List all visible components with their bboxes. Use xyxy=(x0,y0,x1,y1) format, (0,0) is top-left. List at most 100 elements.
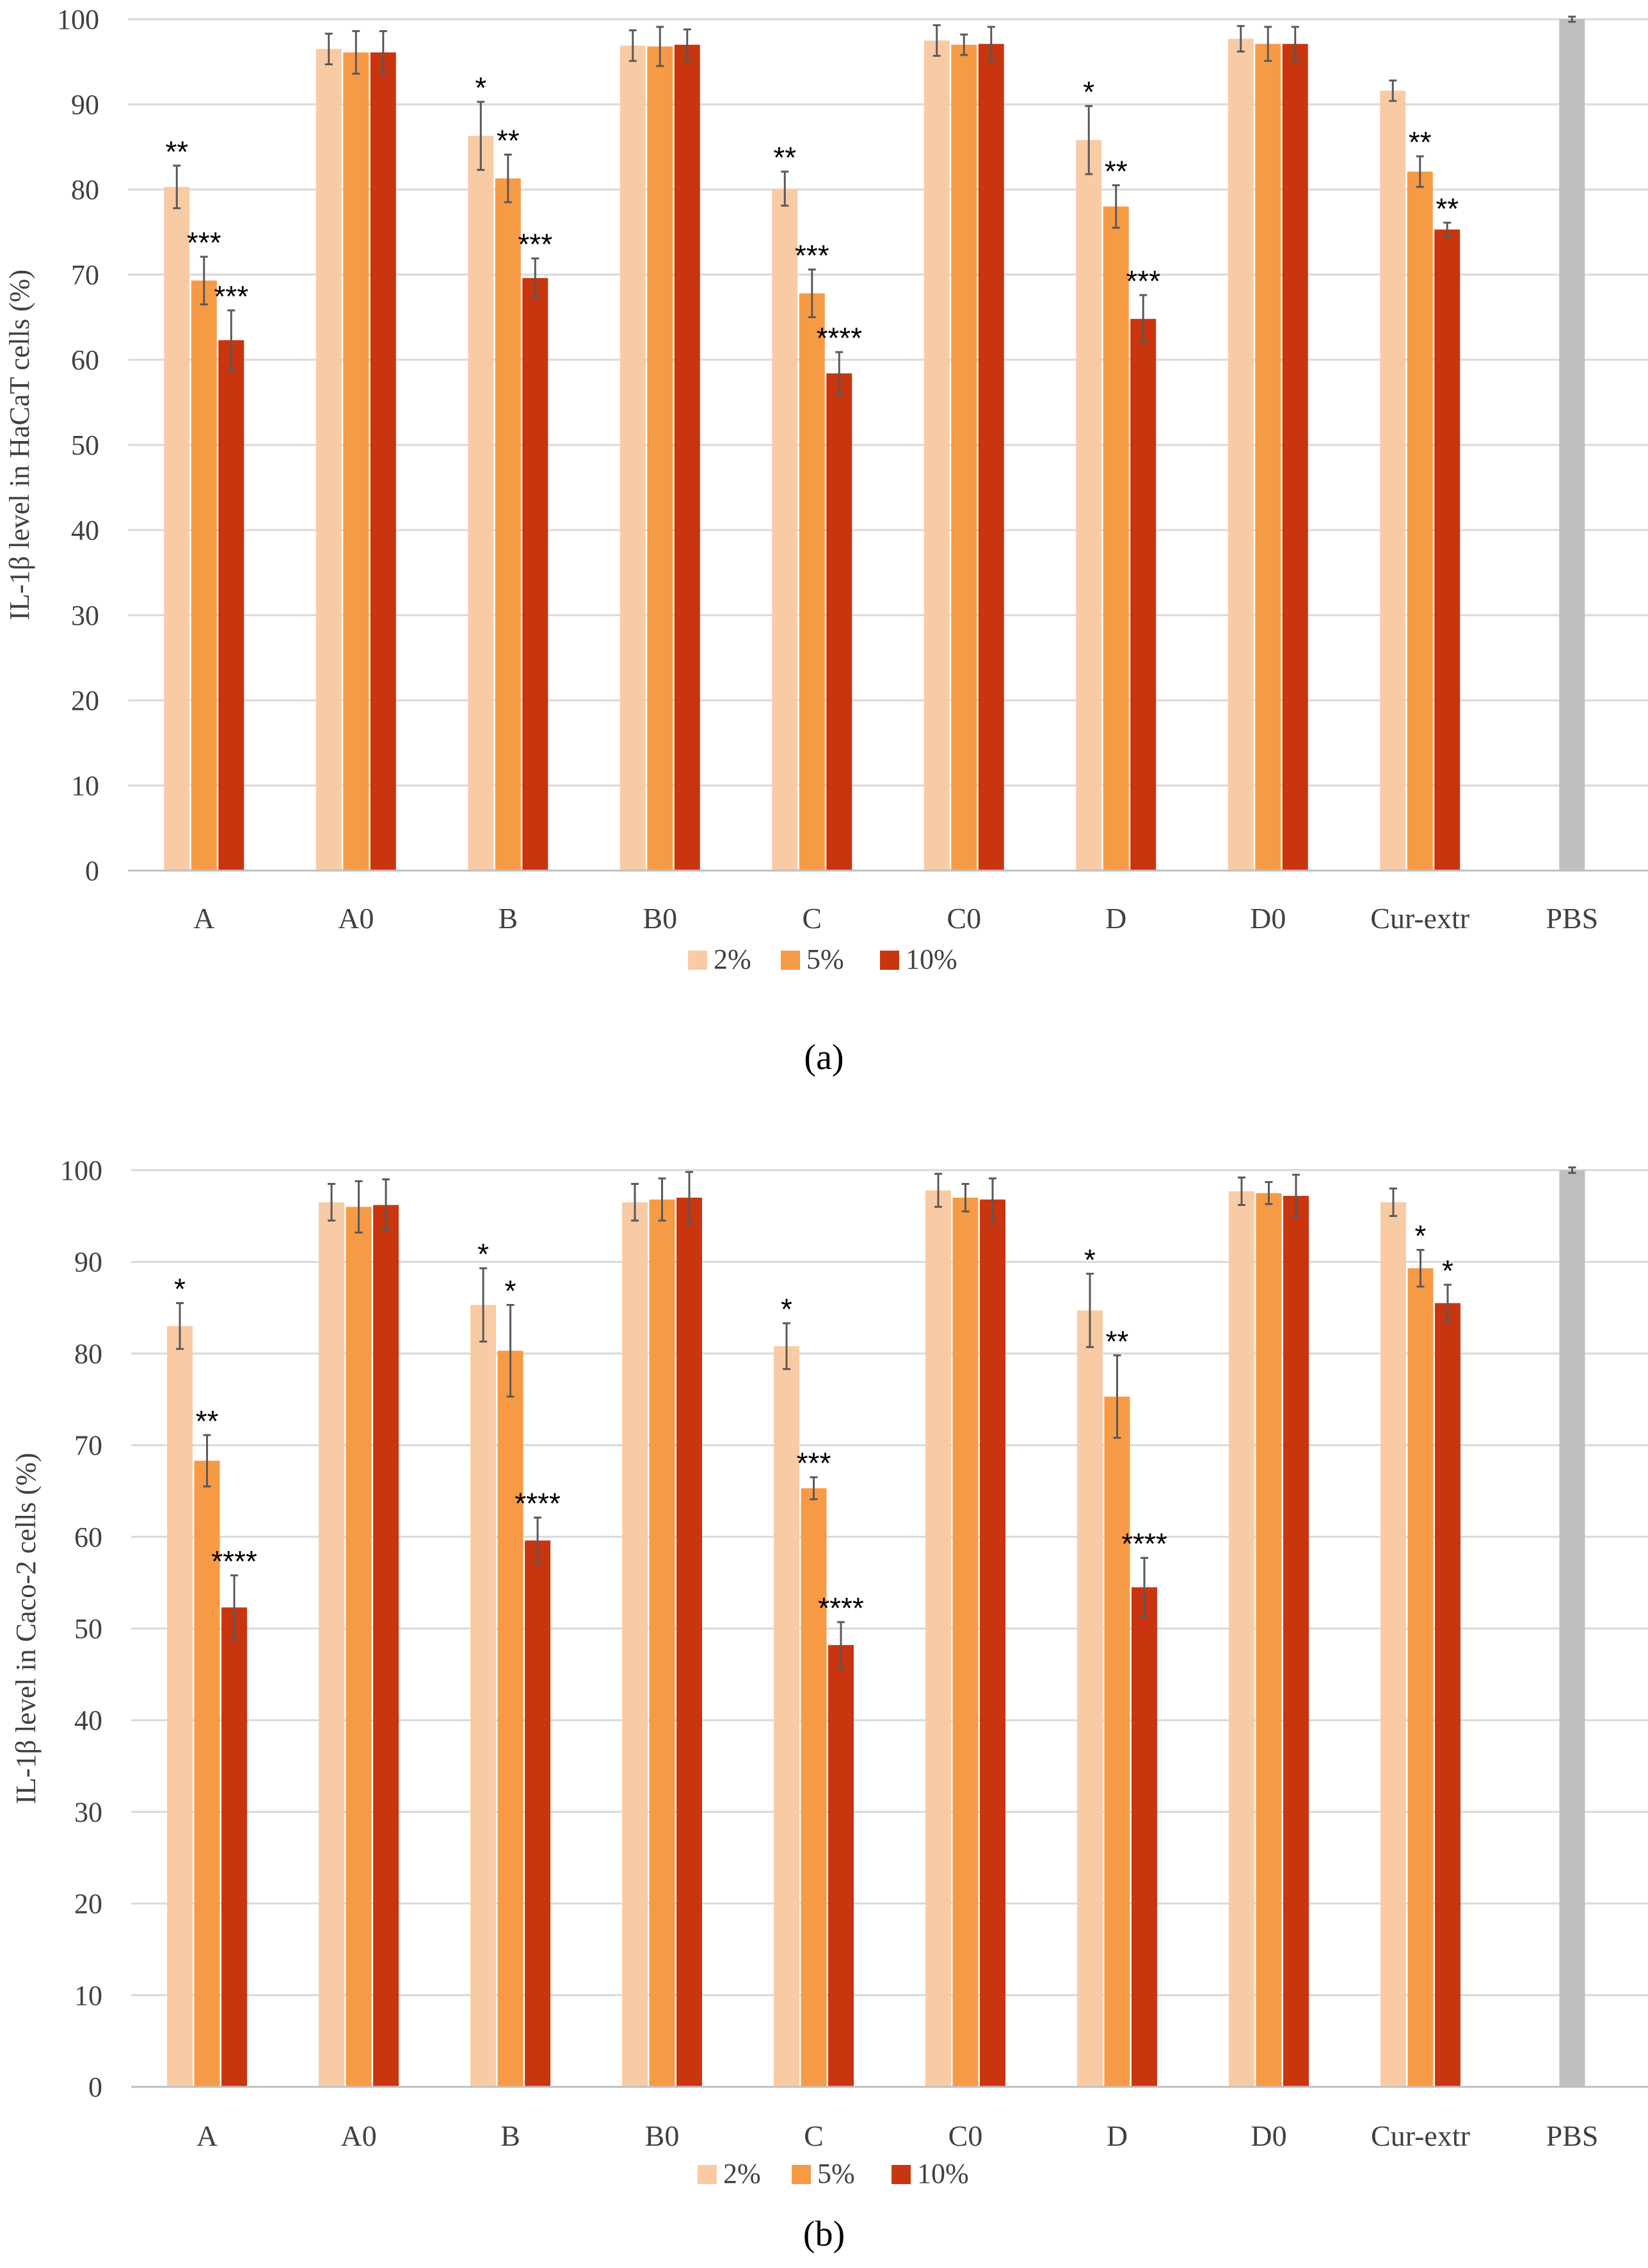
significance-label: * xyxy=(1084,1243,1096,1276)
significance-label: ** xyxy=(165,135,188,168)
y-tick-label: 50 xyxy=(74,1613,102,1645)
y-tick-label: 80 xyxy=(74,1338,102,1369)
significance-label: *** xyxy=(797,1447,831,1480)
significance-label: ** xyxy=(196,1404,219,1438)
bar xyxy=(674,44,700,871)
bar xyxy=(622,1202,648,2087)
category-label: C xyxy=(802,902,822,935)
y-tick-label: 90 xyxy=(71,89,99,120)
significance-label: * xyxy=(505,1275,516,1308)
y-tick-label: 70 xyxy=(71,259,99,291)
bar xyxy=(1559,19,1585,871)
category-label: PBS xyxy=(1546,2119,1599,2152)
legend: 2% 5% 10% xyxy=(688,944,957,975)
bar xyxy=(316,49,342,871)
legend-swatch xyxy=(698,2165,717,2184)
bar xyxy=(801,1488,827,2087)
y-tick-label: 100 xyxy=(57,4,99,35)
y-tick-label: 10 xyxy=(71,770,99,801)
bar xyxy=(470,1305,496,2087)
significance-label: ** xyxy=(1105,154,1128,188)
category-label: A0 xyxy=(340,2119,376,2152)
y-tick-label: 20 xyxy=(71,685,99,716)
bar xyxy=(343,52,369,871)
bar xyxy=(772,188,798,871)
bar xyxy=(620,45,646,871)
bar xyxy=(167,1326,193,2087)
error-bars xyxy=(173,15,1576,396)
bar xyxy=(1282,44,1308,871)
significance-label: ** xyxy=(773,141,796,174)
bar xyxy=(826,373,852,871)
category-label: D xyxy=(1105,902,1126,935)
legend-label: 10% xyxy=(917,2158,969,2189)
bar xyxy=(925,1190,951,2087)
panel-caption-a: (a) xyxy=(804,1038,844,1077)
bar xyxy=(1283,1196,1309,2087)
bar xyxy=(194,1460,220,2087)
significance-label: * xyxy=(1083,76,1094,109)
bar xyxy=(1256,1193,1282,2087)
y-tick-label: 10 xyxy=(74,1980,102,2011)
significance-label: ** xyxy=(497,124,520,157)
significance-label: **** xyxy=(818,1591,864,1625)
y-tick-label: 30 xyxy=(71,600,99,631)
bar xyxy=(1255,44,1281,871)
bar xyxy=(1380,1202,1406,2087)
category-label: B0 xyxy=(643,902,677,935)
bar xyxy=(497,1351,524,2087)
y-tick-label: 0 xyxy=(85,855,99,887)
category-label: Cur-extr xyxy=(1370,902,1469,935)
bar xyxy=(676,1197,702,2087)
bar xyxy=(468,136,494,871)
legend-label: 10% xyxy=(906,944,957,975)
bar xyxy=(774,1346,799,2087)
legend-swatch xyxy=(792,2165,811,2184)
category-label: D xyxy=(1107,2119,1128,2152)
legend-label: 2% xyxy=(714,944,751,975)
bar xyxy=(1132,1587,1157,2087)
y-axis-label: IL-1β level in Caco-2 cells (%) xyxy=(10,1453,42,1805)
significance-label: **** xyxy=(211,1545,257,1578)
legend-label: 5% xyxy=(817,2158,855,2189)
category-label: D0 xyxy=(1251,2119,1286,2152)
bar xyxy=(1407,172,1433,871)
category-label: A0 xyxy=(338,902,374,935)
y-tick-label: 0 xyxy=(88,2071,102,2103)
category-label: PBS xyxy=(1546,902,1598,935)
bar xyxy=(924,40,950,871)
bar xyxy=(1077,1310,1103,2087)
legend-swatch xyxy=(880,951,899,970)
significance-label: ** xyxy=(1436,192,1459,225)
bar xyxy=(951,44,977,871)
bar xyxy=(373,1205,399,2087)
significance-label: **** xyxy=(1121,1527,1167,1561)
bar xyxy=(1076,140,1102,871)
bar xyxy=(525,1540,550,2087)
legend-label: 5% xyxy=(806,944,844,975)
category-label: A xyxy=(193,902,214,935)
bar xyxy=(649,1199,675,2087)
y-tick-label: 40 xyxy=(71,515,99,546)
error-bars xyxy=(176,1166,1576,1669)
significance-labels: ********************************* xyxy=(165,71,1459,355)
significance-label: * xyxy=(174,1273,186,1306)
bar xyxy=(218,340,244,871)
y-tick-label: 80 xyxy=(71,174,99,205)
significance-labels: ****************************** xyxy=(174,1219,1453,1625)
y-tick-label: 60 xyxy=(71,344,99,376)
bar xyxy=(799,293,825,871)
bar xyxy=(1407,1268,1434,2087)
y-tick-label: 20 xyxy=(74,1888,102,1920)
y-tick-label: 70 xyxy=(74,1430,102,1461)
bar xyxy=(1380,90,1406,871)
significance-label: **** xyxy=(515,1487,561,1520)
bar xyxy=(952,1197,979,2087)
bar xyxy=(828,1645,854,2087)
bar xyxy=(1559,1170,1585,2087)
category-label: Cur-extr xyxy=(1371,2119,1470,2152)
bar xyxy=(319,1202,344,2087)
significance-label: *** xyxy=(1126,264,1160,298)
significance-label: **** xyxy=(816,321,862,355)
